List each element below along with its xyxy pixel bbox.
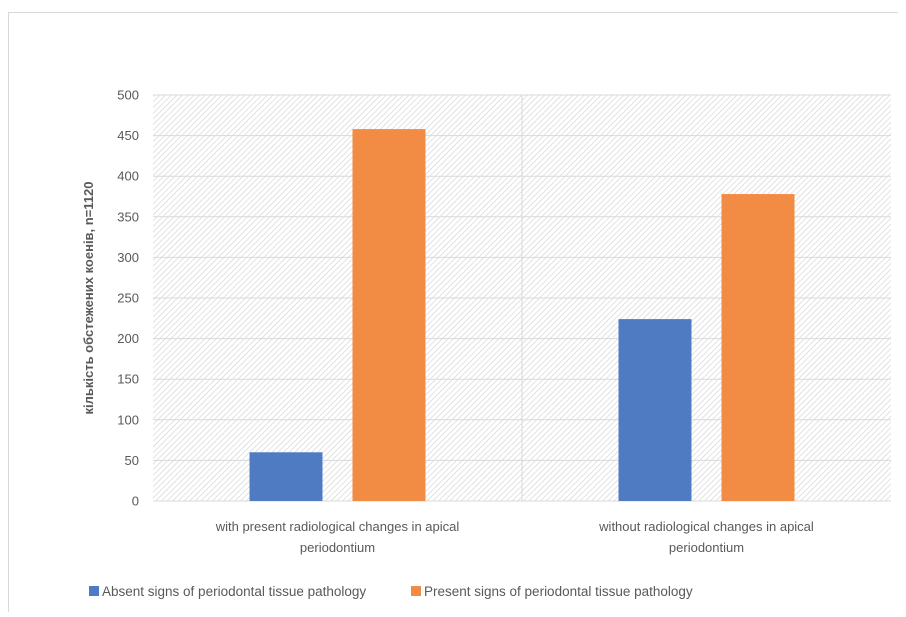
bar (249, 452, 323, 501)
x-axis-categories: with present radiological changes in api… (215, 519, 814, 555)
x-category-label: without radiological changes in apical (598, 519, 814, 534)
y-tick-label: 200 (117, 331, 139, 346)
legend: Absent signs of periodontal tissue patho… (89, 584, 693, 599)
y-tick-label: 500 (117, 88, 139, 103)
y-tick-label: 450 (117, 128, 139, 143)
y-axis-label: кількість обстежених коенів, n=1120 (81, 181, 96, 414)
y-tick-label: 150 (117, 372, 139, 387)
x-category-label: periodontium (669, 540, 744, 555)
y-axis-ticks: 0 50 100 150 200 250 300 350 400 450 500 (117, 88, 139, 509)
bars (249, 129, 795, 501)
y-tick-label: 0 (132, 494, 139, 509)
bar (352, 129, 426, 501)
legend-label: Present signs of periodontal tissue path… (424, 584, 693, 599)
y-tick-label: 100 (117, 412, 139, 427)
chart-frame (8, 12, 898, 612)
legend-swatch (411, 586, 421, 596)
x-category-label: with present radiological changes in api… (215, 519, 460, 534)
y-tick-label: 300 (117, 250, 139, 265)
legend-swatch (89, 586, 99, 596)
legend-label: Absent signs of periodontal tissue patho… (102, 584, 366, 599)
bar (721, 194, 795, 501)
y-tick-label: 50 (125, 453, 139, 468)
y-tick-label: 350 (117, 209, 139, 224)
y-tick-label: 250 (117, 291, 139, 306)
x-category-label: periodontium (300, 540, 375, 555)
y-tick-label: 400 (117, 169, 139, 184)
bar (618, 319, 692, 501)
